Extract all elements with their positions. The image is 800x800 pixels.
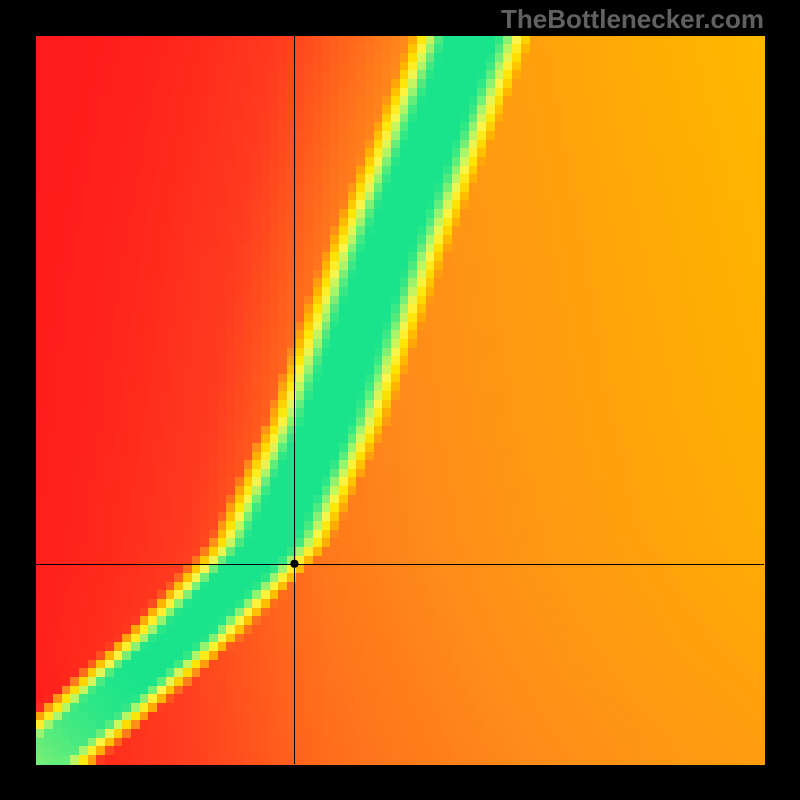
watermark-text: TheBottlenecker.com bbox=[501, 4, 764, 35]
chart-container: TheBottlenecker.com bbox=[0, 0, 800, 800]
heatmap-canvas bbox=[0, 0, 800, 800]
